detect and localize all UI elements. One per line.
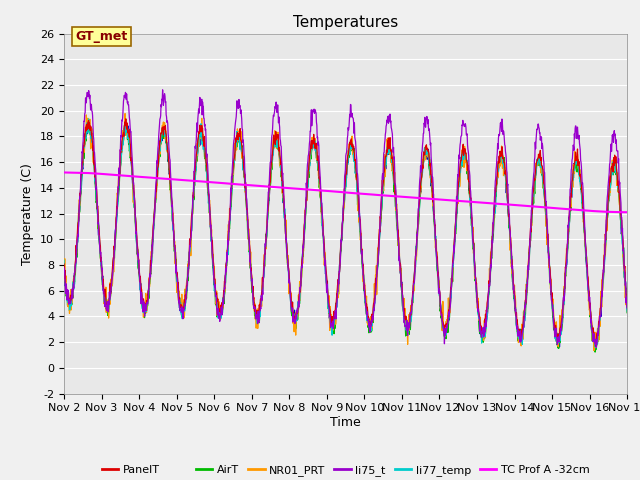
Text: GT_met: GT_met [76, 30, 127, 43]
Title: Temperatures: Temperatures [293, 15, 398, 30]
X-axis label: Time: Time [330, 416, 361, 429]
Y-axis label: Temperature (C): Temperature (C) [22, 163, 35, 264]
Legend: PanelT, AM25T_PRT, AirT, NR01_PRT, li75_t, li77_temp, TC Prof A -32cm: PanelT, AM25T_PRT, AirT, NR01_PRT, li75_… [97, 461, 594, 480]
